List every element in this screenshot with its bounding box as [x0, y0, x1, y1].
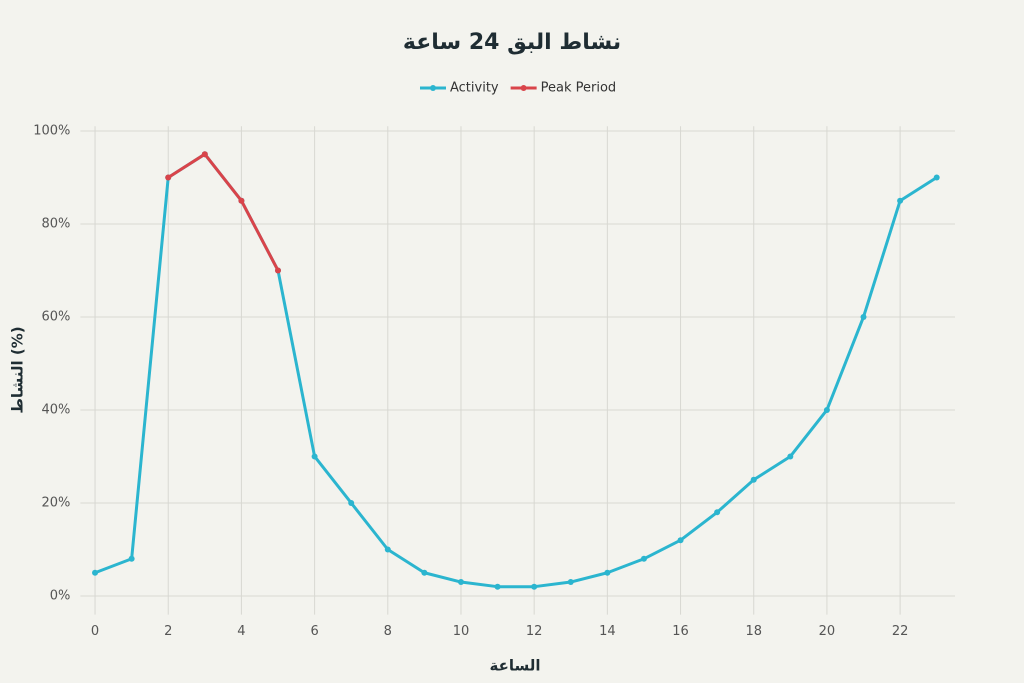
- y-axis-label: النشاط (%): [9, 326, 27, 413]
- data-point: [494, 583, 501, 590]
- series-line: [167, 152, 280, 272]
- data-point: [823, 406, 830, 413]
- data-point: [787, 453, 794, 460]
- x-tick-label: 8: [384, 624, 392, 639]
- x-tick-label: 0: [91, 624, 99, 639]
- data-point: [275, 267, 282, 274]
- x-axis-label: الساعة: [489, 657, 540, 675]
- chart-title: نشاط البق 24 ساعة: [403, 30, 621, 55]
- x-tick-label: 18: [745, 624, 762, 639]
- data-point: [677, 537, 684, 544]
- x-tick-label: 16: [672, 624, 689, 639]
- data-point: [604, 569, 611, 576]
- data-point: [457, 579, 464, 586]
- data-point: [933, 174, 940, 181]
- data-point: [311, 453, 318, 460]
- y-tick-label: 60%: [41, 309, 70, 324]
- y-tick-label: 0%: [50, 588, 71, 603]
- data-point: [567, 579, 574, 586]
- data-point: [128, 555, 135, 562]
- data-point: [860, 313, 867, 320]
- data-point: [238, 197, 245, 204]
- y-tick-label: 80%: [41, 216, 70, 231]
- y-tick-label: 100%: [33, 123, 70, 138]
- data-point: [897, 197, 904, 204]
- data-point: [201, 151, 208, 158]
- data-point: [348, 499, 355, 506]
- y-tick-label: 40%: [41, 402, 70, 417]
- legend-label: Peak Period: [541, 81, 617, 96]
- legend-marker: [430, 85, 436, 91]
- x-tick-label: 10: [453, 624, 470, 639]
- legend-marker: [520, 85, 527, 91]
- x-tick-label: 22: [892, 624, 909, 639]
- data-point: [384, 546, 391, 553]
- y-tick-label: 20%: [41, 495, 70, 510]
- legend: Activity Peak Period: [420, 81, 616, 96]
- data-point: [92, 569, 99, 576]
- x-tick-label: 4: [237, 624, 245, 639]
- data-point: [165, 174, 172, 181]
- data-point: [750, 476, 757, 483]
- data-point: [531, 583, 538, 590]
- x-tick-label: 6: [310, 624, 318, 639]
- legend-label: Activity: [450, 81, 499, 96]
- x-tick-label: 14: [599, 624, 616, 639]
- data-point: [421, 569, 428, 576]
- x-tick-label: 2: [164, 624, 172, 639]
- data-point: [714, 509, 721, 516]
- x-tick-label: 12: [526, 624, 543, 639]
- data-point: [640, 555, 647, 562]
- x-tick-label: 20: [819, 624, 836, 639]
